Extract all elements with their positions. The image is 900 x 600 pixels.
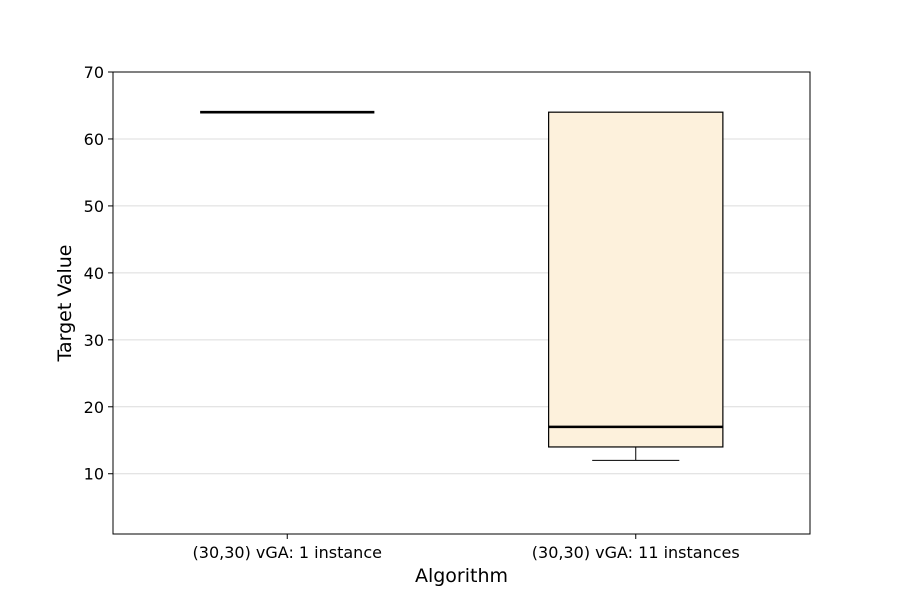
y-axis-label: Target Value (54, 245, 76, 363)
y-axis-ticks: 10 20 30 40 50 60 70 (84, 63, 113, 484)
y-tick-label: 20 (84, 398, 104, 417)
box-2 (548, 111, 724, 461)
plot-area-frame (112, 71, 811, 535)
y-tick-label: 30 (84, 331, 104, 350)
y-tick-label: 70 (84, 63, 104, 82)
y-tick-label: 40 (84, 264, 104, 283)
boxes (200, 110, 724, 461)
x-tick-label: (30,30) vGA: 11 instances (532, 543, 740, 562)
x-axis-ticks: (30,30) vGA: 1 instance (30,30) vGA: 11 i… (193, 534, 740, 562)
y-tick-label: 60 (84, 130, 104, 149)
y-tick-label: 50 (84, 197, 104, 216)
x-tick-label: (30,30) vGA: 1 instance (193, 543, 382, 562)
x-axis-label: Algorithm (415, 565, 508, 587)
box-iqr (548, 111, 724, 448)
y-tick-label: 10 (84, 465, 104, 484)
